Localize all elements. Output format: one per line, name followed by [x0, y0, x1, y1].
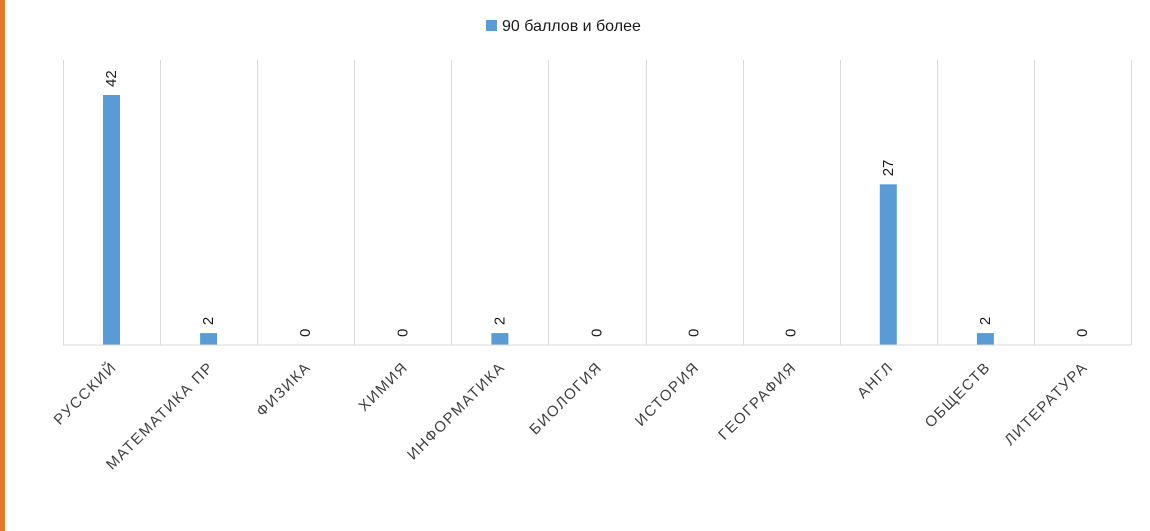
bar — [103, 95, 120, 345]
x-tick-label: БИОЛОГИЯ — [526, 359, 605, 438]
data-label: 27 — [880, 160, 897, 177]
bar — [491, 333, 509, 345]
bars — [103, 95, 994, 345]
x-tick-label: ФИЗИКА — [253, 359, 314, 420]
data-label: 0 — [297, 329, 314, 337]
x-tick-label: ГЕОГРАФИЯ — [715, 359, 800, 444]
category-gridlines — [63, 60, 1132, 345]
left-accent-border — [0, 0, 5, 531]
data-label: 0 — [589, 329, 606, 337]
data-label: 0 — [783, 329, 800, 337]
x-tick-label: ЛИТЕРАТУРА — [1001, 359, 1091, 449]
legend-swatch — [486, 20, 497, 31]
data-label: 42 — [103, 70, 120, 87]
x-tick-label: ИНФОРМАТИКА — [404, 359, 509, 464]
data-label: 2 — [977, 317, 994, 325]
x-tick-label: РУССКИЙ — [50, 358, 120, 428]
data-label: 2 — [491, 317, 508, 325]
legend: 90 баллов и более — [486, 18, 641, 35]
legend-label: 90 баллов и более — [502, 18, 641, 35]
data-labels: 42 2 0 0 2 0 0 0 27 2 0 — [103, 70, 1091, 337]
x-tick-label: ОБЩЕСТВ — [922, 359, 995, 432]
bar — [200, 333, 218, 345]
x-tick-label: ИСТОРИЯ — [632, 359, 703, 430]
data-label: 2 — [200, 317, 217, 325]
x-tick-label: ХИМИЯ — [355, 359, 411, 415]
data-label: 0 — [686, 329, 703, 337]
data-label: 0 — [1074, 329, 1091, 337]
bar — [976, 333, 994, 345]
bar — [879, 184, 897, 345]
data-label: 0 — [394, 329, 411, 337]
x-tick-label: МАТЕМАТИКА ПР — [103, 359, 218, 474]
x-tick-label: АНГЛ — [854, 359, 897, 402]
